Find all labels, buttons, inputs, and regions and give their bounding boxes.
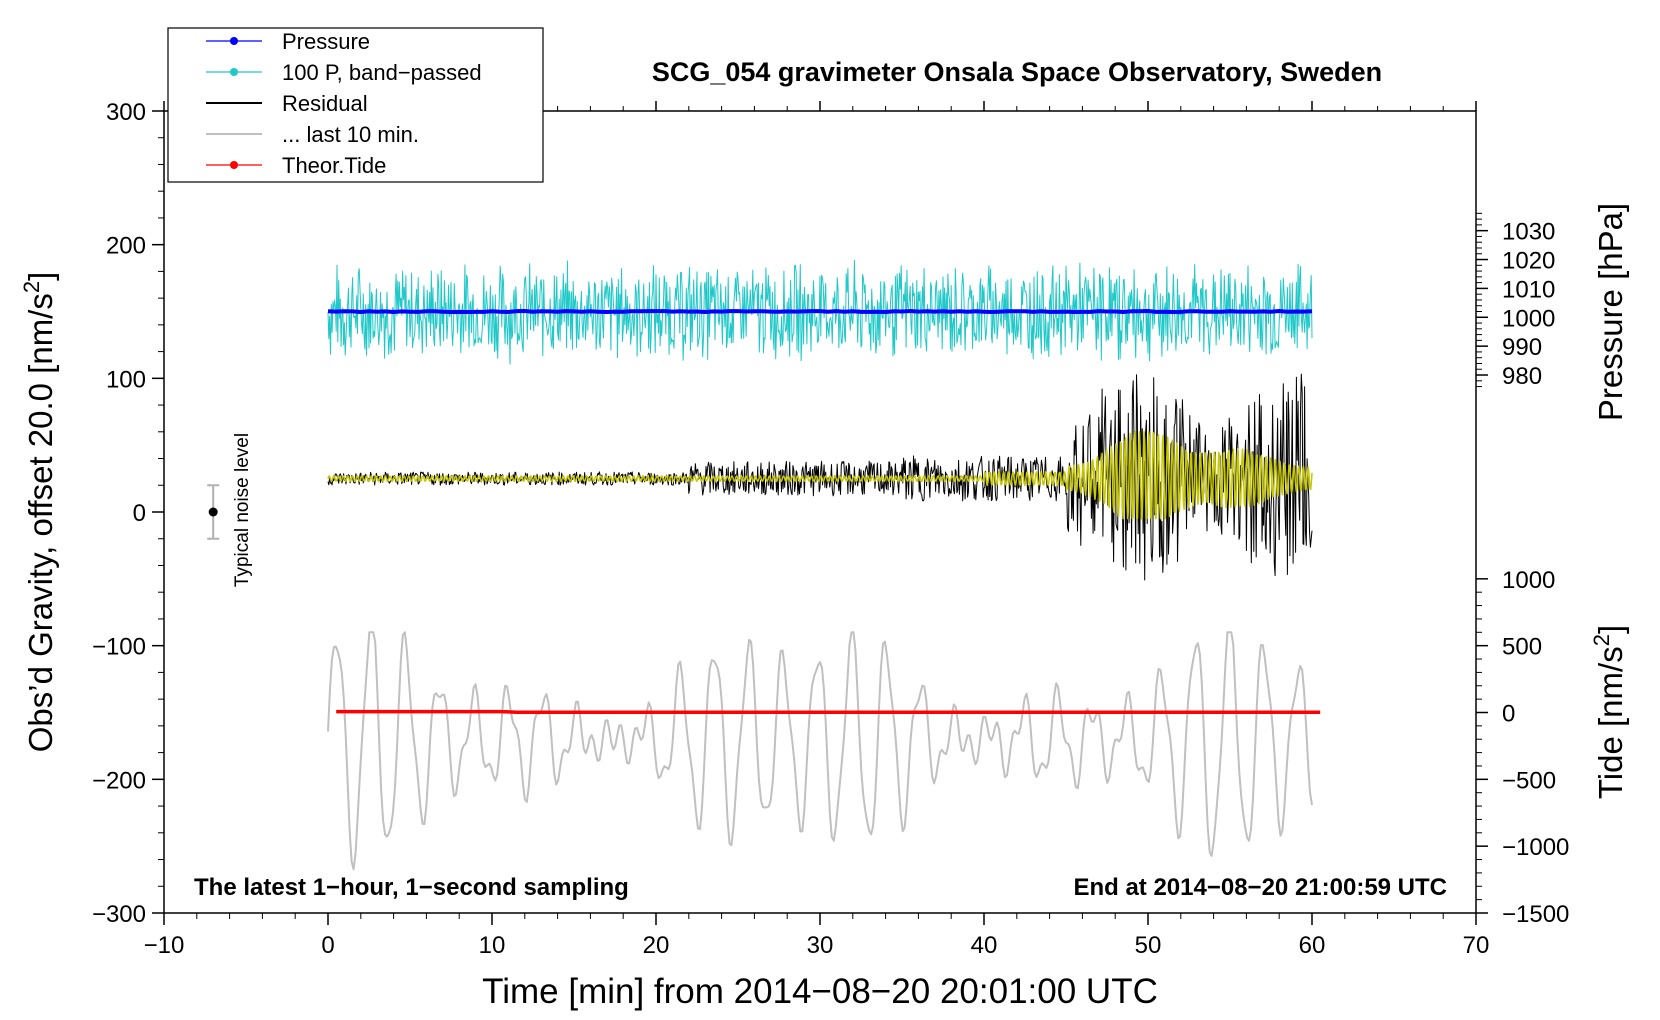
legend-marker xyxy=(230,68,238,76)
tide-tick-label: −500 xyxy=(1502,767,1556,794)
noise-level-label: Typical noise level xyxy=(232,433,253,587)
x-tick-label: 30 xyxy=(807,932,834,959)
pressure-tick-label: 1010 xyxy=(1502,276,1555,303)
tide-axis-ticks: −1500 −1000 −500 0 500 1000 xyxy=(1476,567,1569,928)
pressure-tick-label: 1000 xyxy=(1502,305,1555,332)
x-tick-label: −10 xyxy=(144,932,185,959)
x-tick-label: 0 xyxy=(321,932,334,959)
x-tick-label: 60 xyxy=(1299,932,1326,959)
y-axis-label-tide: Tide [nm/s2] xyxy=(1589,625,1629,799)
y-axis-label-left: Obs’d Gravity, offset 20.0 [nm/s2] xyxy=(19,272,59,753)
legend-label: ... last 10 min. xyxy=(282,122,419,147)
series-band-passed-pressure xyxy=(327,259,1313,365)
noise-bar-center-dot xyxy=(208,507,218,517)
noise-level-marker: Typical noise level xyxy=(207,433,253,587)
x-tick-label: 10 xyxy=(479,932,506,959)
x-axis-ticks: −10 0 10 20 30 40 50 60 70 xyxy=(144,101,1490,959)
tide-tick-label: 1000 xyxy=(1502,567,1555,594)
pressure-tick-label: 1020 xyxy=(1502,248,1555,275)
y-tick-label: −100 xyxy=(92,634,146,661)
legend-box xyxy=(167,27,544,183)
legend: Pressure 100 P, band−passed Residual ... la… xyxy=(167,27,544,183)
x-tick-label: 70 xyxy=(1463,932,1490,959)
legend-label: Pressure xyxy=(282,29,370,54)
y-tick-label: 200 xyxy=(106,233,146,260)
legend-label: 100 P, band−passed xyxy=(282,60,482,85)
tide-tick-label: −1000 xyxy=(1502,834,1569,861)
legend-label: Residual xyxy=(282,91,368,116)
series-pressure xyxy=(327,309,1313,314)
tide-tick-label: 500 xyxy=(1502,634,1542,661)
pressure-tick-label: 990 xyxy=(1502,334,1542,361)
left-y-axis-ticks: −300 −200 −100 0 100 200 300 xyxy=(92,99,164,928)
x-axis-label: Time [min] from 2014−08−20 20:01:00 UTC xyxy=(482,972,1158,1011)
y-axis-label-pressure: Pressure [hPa] xyxy=(1592,203,1629,421)
series-last-10-min xyxy=(327,631,1313,871)
legend-marker xyxy=(230,37,238,45)
pressure-tick-label: 980 xyxy=(1502,363,1542,390)
x-tick-label: 40 xyxy=(971,932,998,959)
tide-tick-label: 0 xyxy=(1502,701,1515,728)
annotation-sampling: The latest 1−hour, 1−second sampling xyxy=(194,874,629,901)
y-tick-label: 300 xyxy=(106,99,146,126)
annotation-end-time: End at 2014−08−20 21:00:59 UTC xyxy=(1073,874,1447,901)
y-tick-label: −300 xyxy=(92,901,146,928)
series-theoretical-tide xyxy=(336,709,1321,714)
series-layer xyxy=(327,259,1321,871)
legend-label: Theor.Tide xyxy=(282,153,386,178)
series-residual-filtered xyxy=(327,431,1313,520)
y-tick-label: 0 xyxy=(133,500,146,527)
chart-title: SCG_054 gravimeter Onsala Space Observat… xyxy=(652,57,1382,87)
x-tick-label: 20 xyxy=(643,932,670,959)
pressure-tick-label: 1030 xyxy=(1502,219,1555,246)
y-tick-label: 100 xyxy=(106,366,146,393)
x-tick-label: 50 xyxy=(1135,932,1162,959)
legend-items: Pressure 100 P, band−passed Residual ... la… xyxy=(206,29,482,178)
y-tick-label: −200 xyxy=(92,767,146,794)
legend-marker xyxy=(230,161,238,169)
tide-tick-label: −1500 xyxy=(1502,901,1569,928)
